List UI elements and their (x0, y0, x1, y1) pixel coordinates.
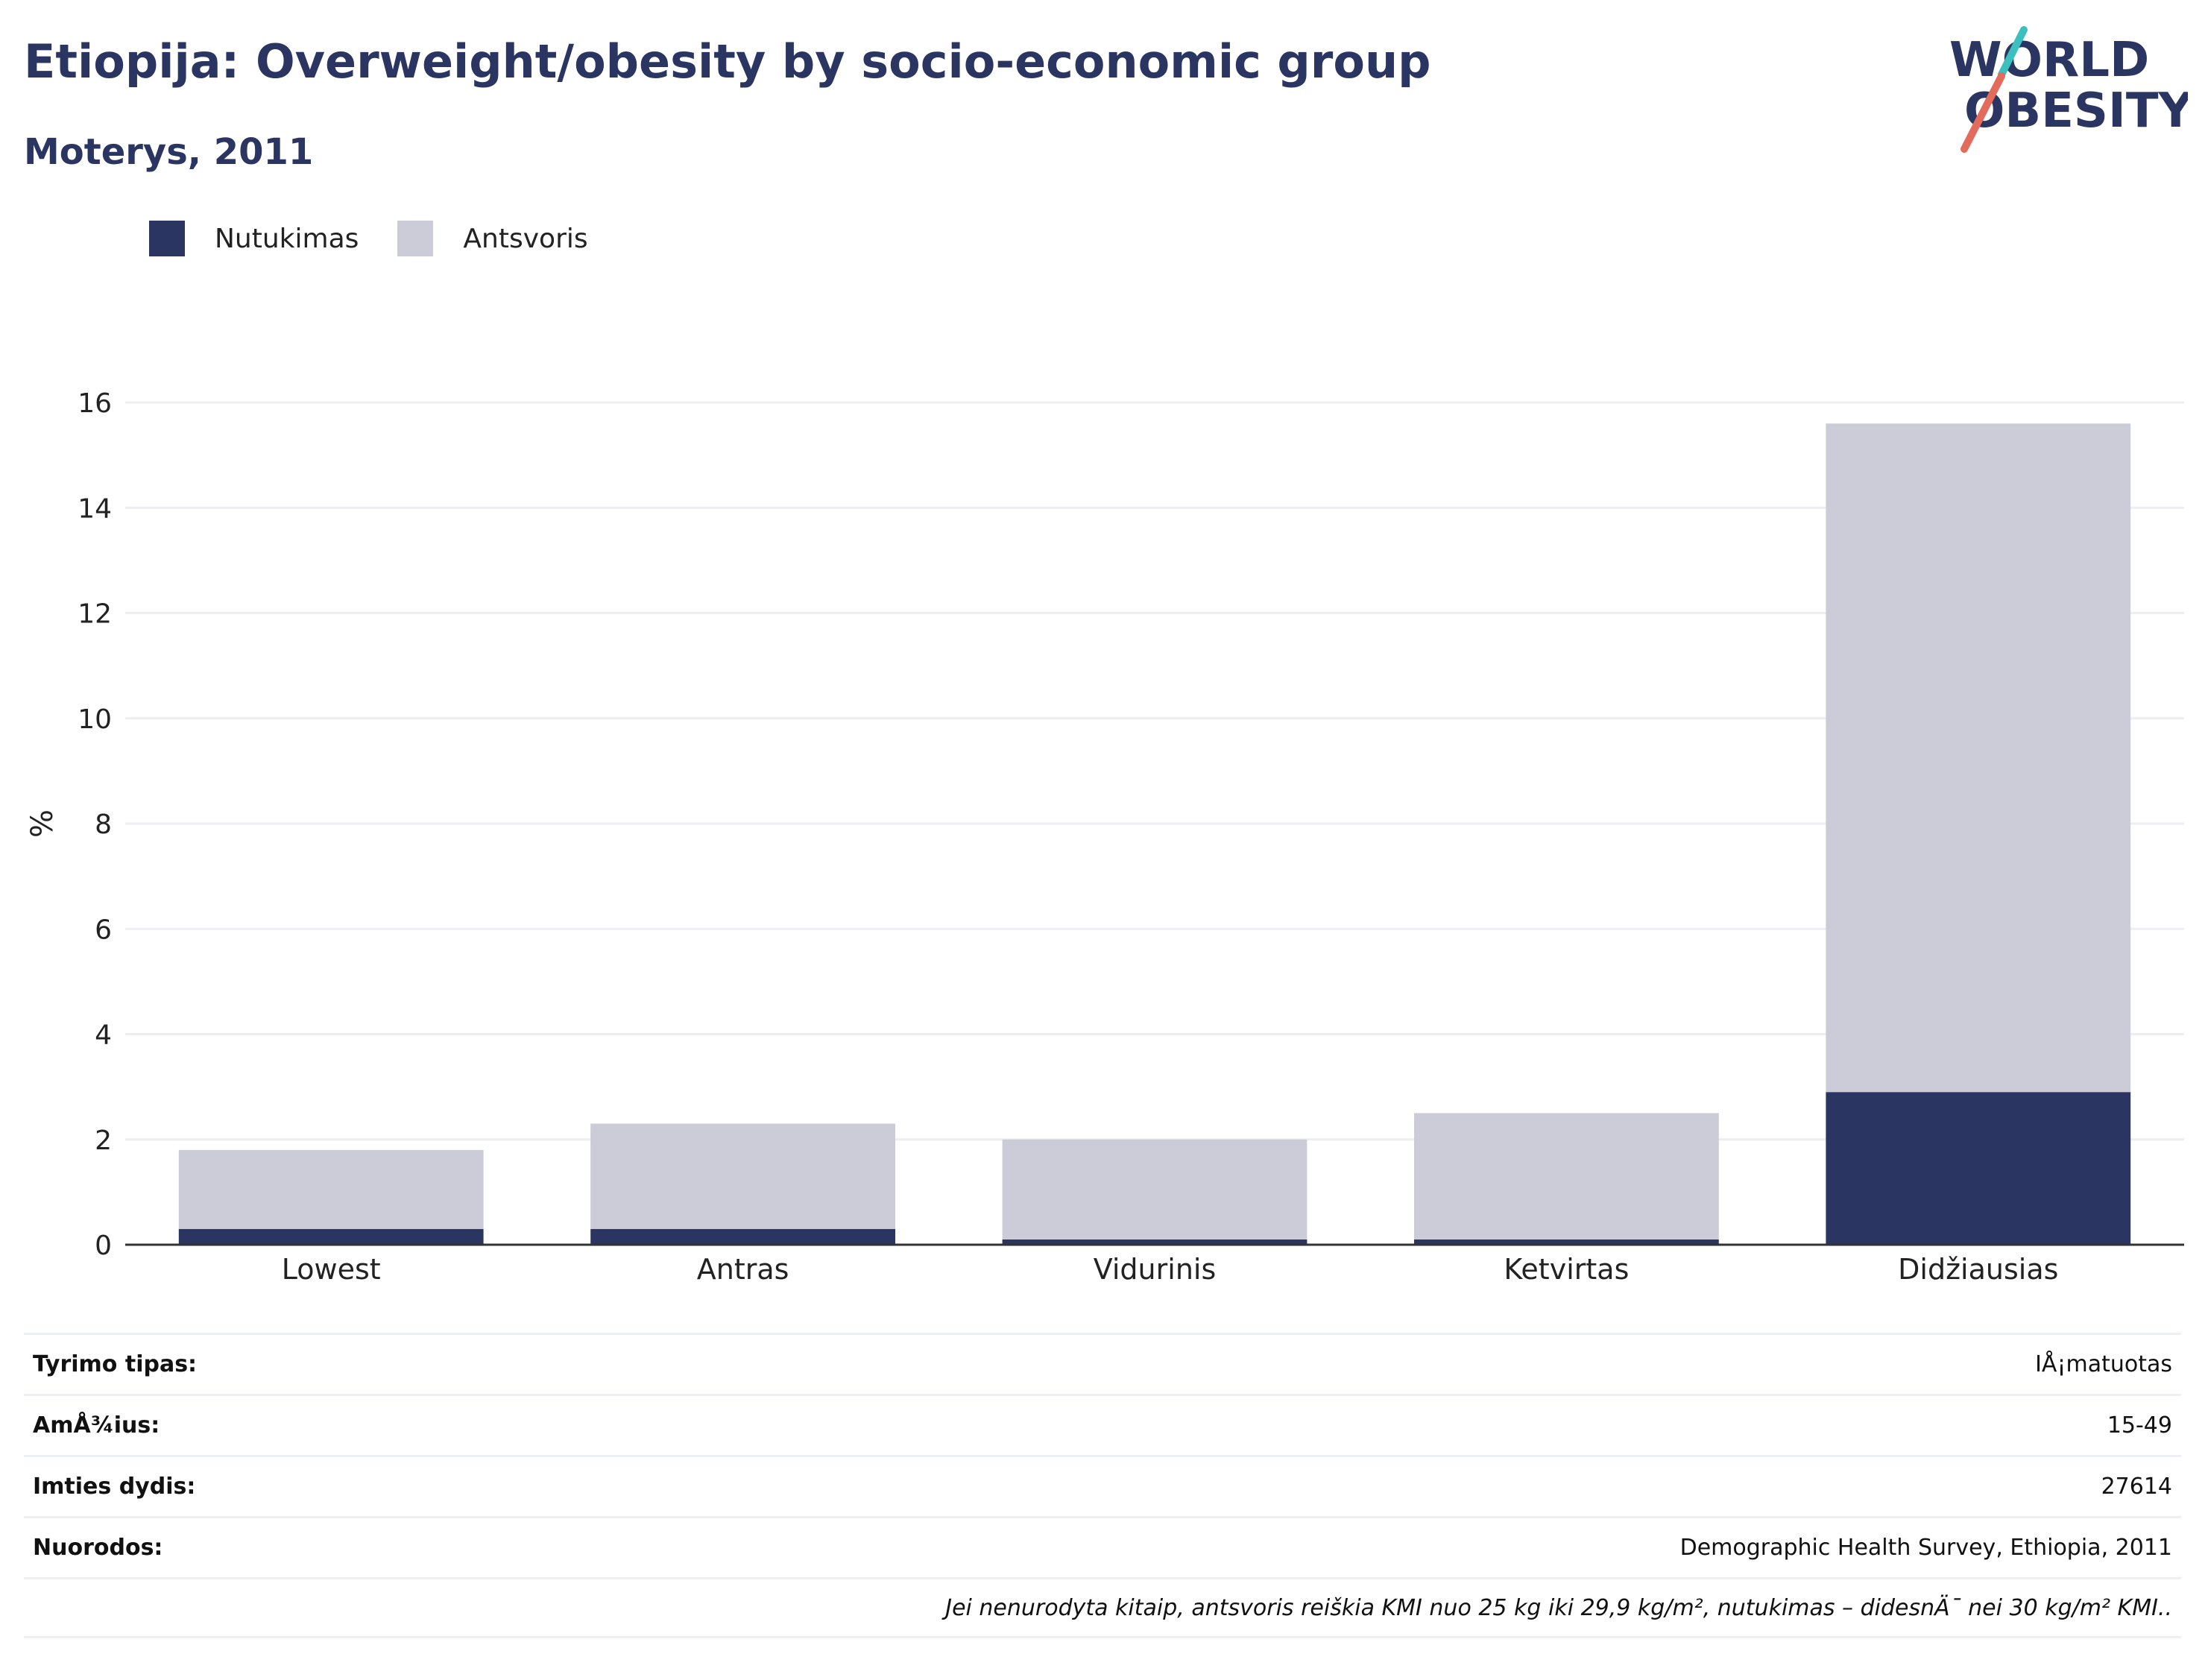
y-tick-label: 4 (95, 1020, 112, 1051)
x-tick-label: Didžiausias (1898, 1253, 2058, 1286)
info-row: Tyrimo tipas: IÅ¡matuotas (24, 1333, 2181, 1394)
y-axis-label: % (25, 809, 60, 838)
note-text: Jei nenurodyta kitaip, antsvoris reiškia… (945, 1594, 2172, 1621)
bar-obesity (590, 1228, 895, 1245)
y-tick-label: 14 (78, 493, 112, 524)
info-label: Tyrimo tipas: (33, 1351, 198, 1377)
legend-label-obesity: Nutukimas (215, 223, 359, 254)
info-value: Demographic Health Survey, Ethiopia, 201… (1679, 1535, 2172, 1561)
info-table: Tyrimo tipas: IÅ¡matuotas AmÅ¾ius: 15-49… (24, 1333, 2181, 1638)
info-value: IÅ¡matuotas (2035, 1351, 2172, 1377)
legend-label-overweight: Antsvoris (463, 223, 588, 254)
info-row: AmÅ¾ius: 15-49 (24, 1394, 2181, 1455)
x-tick-label: Ketvirtas (1504, 1253, 1629, 1286)
logo-line-1: WORLD (1949, 33, 2149, 88)
info-label: AmÅ¾ius: (33, 1412, 160, 1439)
legend-swatch-obesity (149, 221, 185, 256)
bar-overweight (1002, 1139, 1307, 1240)
bar-chart: 0 2 4 6 8 10 12 14 16% Lowest Antras Vidurinis Ketvi… (25, 388, 2184, 1286)
info-value: 27614 (2101, 1474, 2172, 1500)
chart-subtitle: Moterys, 2011 (24, 131, 314, 173)
bar-overweight (1414, 1113, 1719, 1240)
info-label: Imties dydis: (33, 1474, 196, 1500)
bar-obesity (1826, 1092, 2131, 1245)
x-tick-label: Antras (697, 1253, 789, 1286)
chart-title: Etiopija: Overweight/obesity by socio-ec… (24, 34, 1431, 89)
logo-line-2: OBESITY (1964, 83, 2188, 139)
legend-item-obesity[interactable]: Nutukimas (149, 221, 359, 256)
y-tick-label: 0 (95, 1231, 112, 1261)
info-row: Nuorodos: Demographic Health Survey, Eth… (24, 1516, 2181, 1577)
bar-overweight (590, 1123, 895, 1229)
y-tick-label: 8 (95, 809, 112, 840)
x-tick-label: Vidurinis (1094, 1253, 1217, 1286)
legend-item-overweight[interactable]: Antsvoris (397, 221, 588, 256)
y-tick-label: 12 (78, 599, 112, 630)
info-value: 15-49 (2107, 1412, 2172, 1439)
legend-swatch-overweight (397, 221, 434, 256)
info-label: Nuorodos: (33, 1535, 163, 1561)
bar-obesity (1414, 1239, 1719, 1245)
y-tick-label: 10 (78, 704, 112, 735)
legend: Nutukimas Antsvoris (149, 221, 627, 256)
definition-note: Jei nenurodyta kitaip, antsvoris reiškia… (24, 1577, 2181, 1638)
world-obesity-logo: WORLD OBESITY (1949, 26, 2188, 153)
bar-overweight (1826, 423, 2131, 1093)
bar-overweight (178, 1149, 484, 1229)
info-row: Imties dydis: 27614 (24, 1455, 2181, 1516)
y-tick-label: 16 (78, 388, 112, 419)
bar-obesity (1002, 1239, 1307, 1245)
y-tick-label: 2 (95, 1125, 112, 1156)
y-tick-label: 6 (95, 915, 112, 945)
bar-obesity (178, 1228, 484, 1245)
x-tick-label: Lowest (282, 1253, 381, 1286)
